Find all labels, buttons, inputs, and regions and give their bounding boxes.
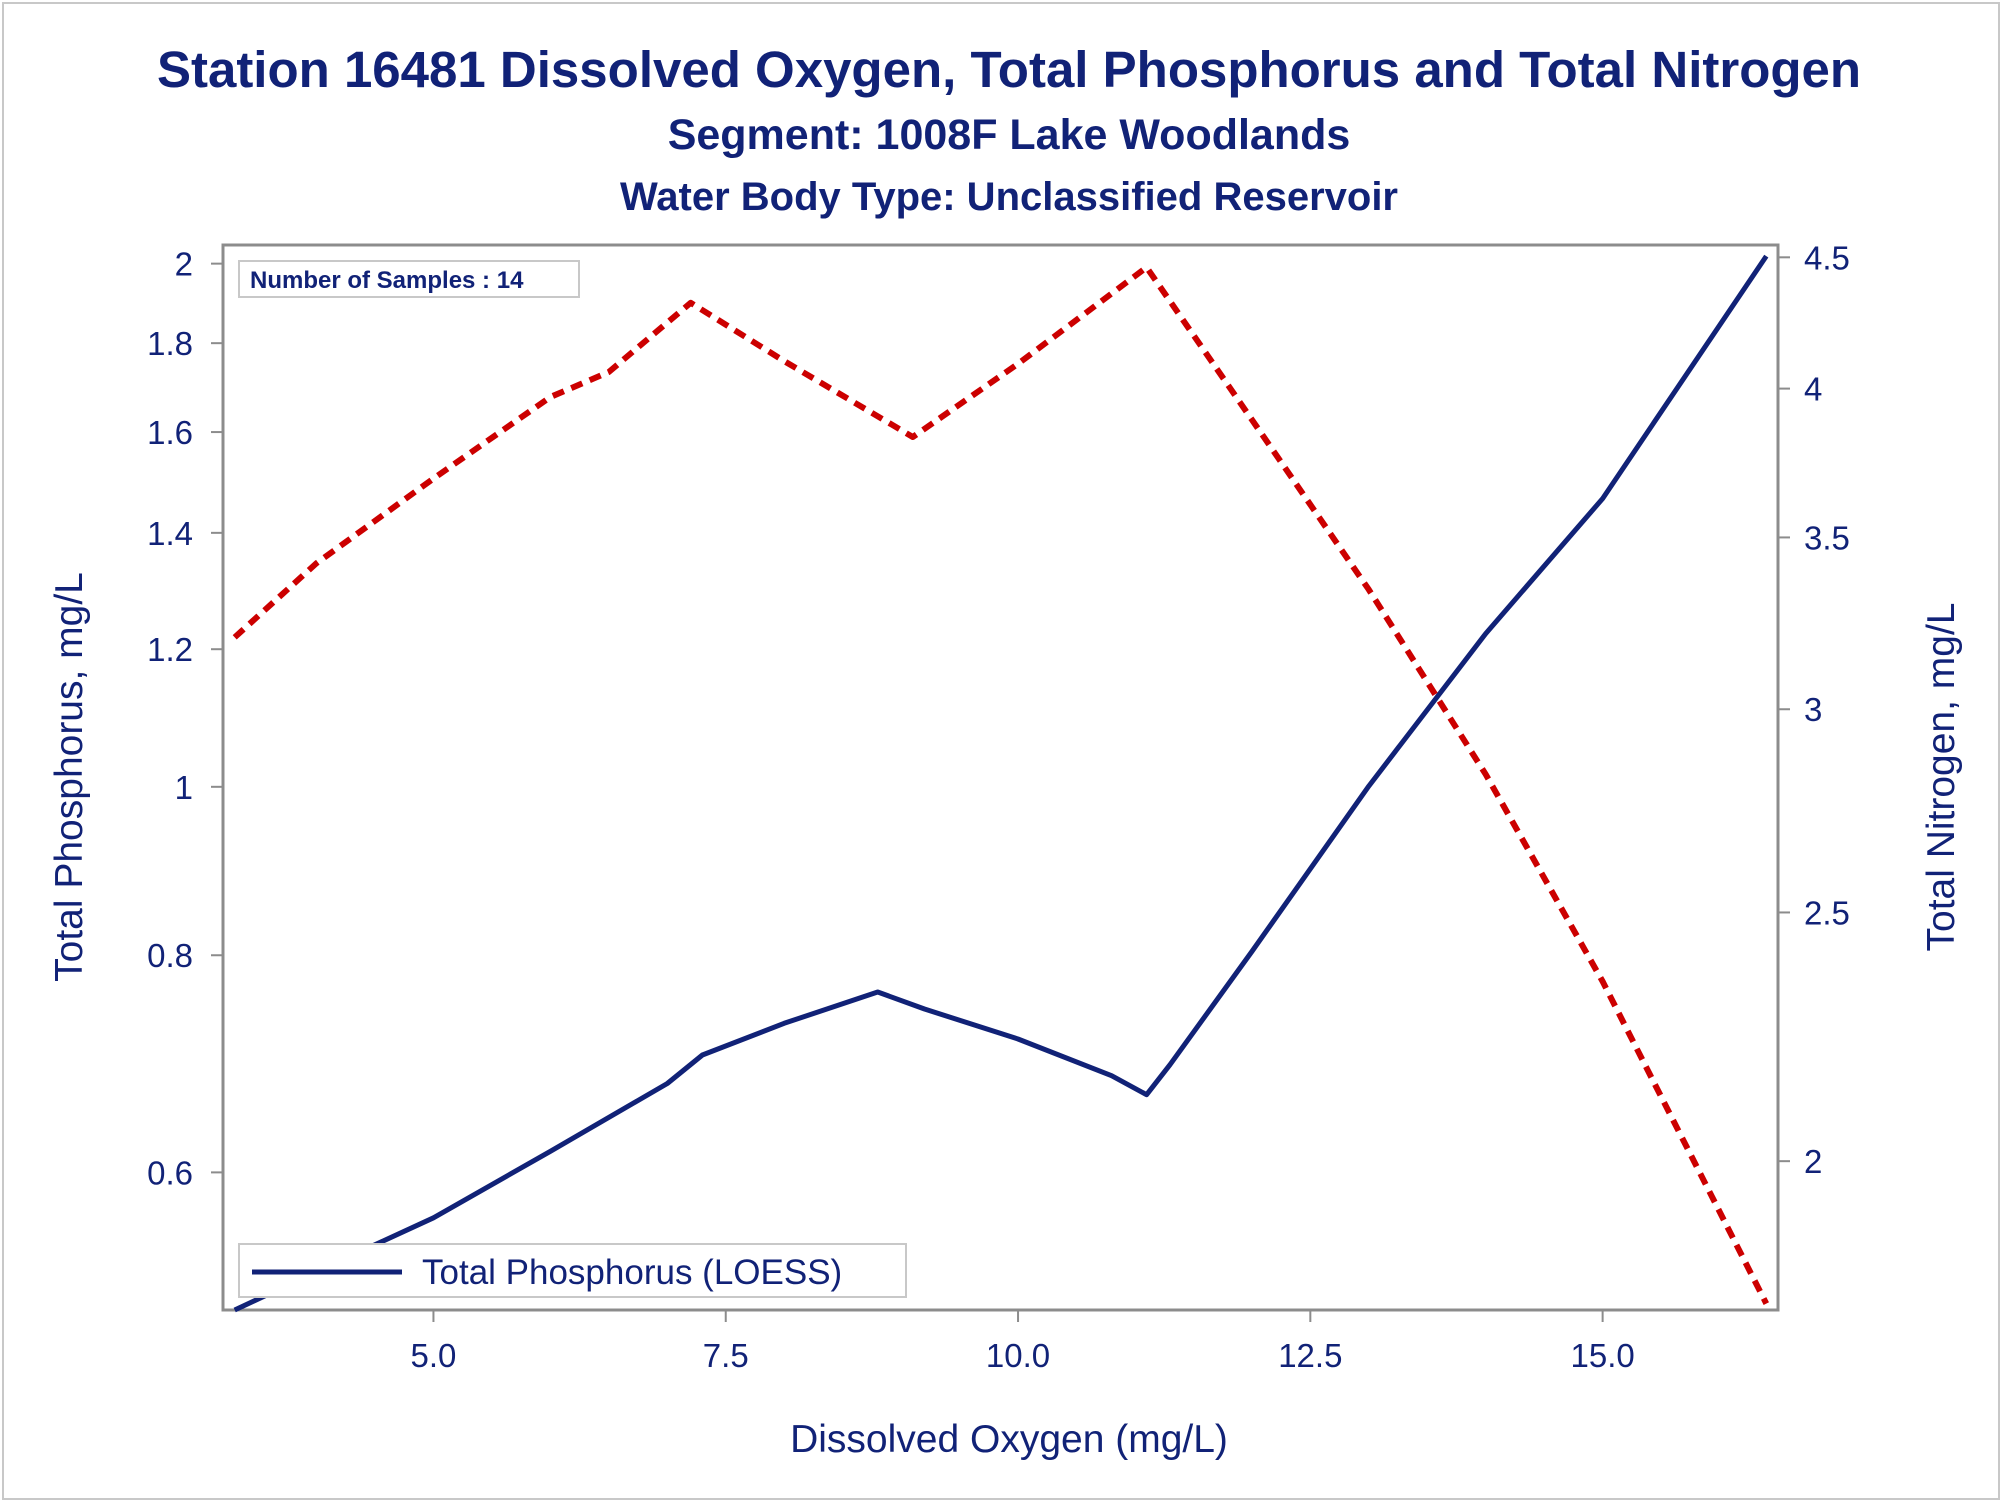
- x-axis-ticks: 5.0 7.5 10.0 12.5 15.0: [411, 1310, 1635, 1374]
- x-tick-label: 10.0: [986, 1337, 1050, 1374]
- y-tick-label: 1.4: [147, 515, 193, 552]
- y-axis-ticks: 0.6 0.8 1 1.2 1.4 1.6 1.8 2: [147, 246, 223, 1191]
- legend: Total Phosphorus (LOESS): [238, 1243, 907, 1298]
- series-layer: [232, 254, 1769, 1313]
- y2-axis-ticks: 2 2.5 3 3.5 4 4.5: [1778, 239, 1850, 1180]
- chart-title: Station 16481 Dissolved Oxygen, Total Ph…: [157, 41, 1861, 98]
- x-tick-label: 12.5: [1278, 1337, 1342, 1374]
- y2-tick-label: 2: [1804, 1143, 1822, 1180]
- y-axis-label: Total Phosphorus, mg/L: [48, 572, 91, 982]
- y2-tick-label: 3: [1804, 691, 1822, 728]
- y2-tick-label: 4.5: [1804, 239, 1850, 276]
- x-axis-label: Dissolved Oxygen (mg/L): [790, 1418, 1228, 1461]
- y2-tick-label: 2.5: [1804, 894, 1850, 931]
- series-line-total-nitrogen: [232, 264, 1769, 1305]
- y-tick-label: 0.8: [147, 937, 193, 974]
- plot-area: [221, 243, 1780, 1312]
- y-tick-label: 1: [175, 769, 193, 806]
- y-tick-label: 1.2: [147, 631, 193, 668]
- legend-label-total-phosphorus: Total Phosphorus (LOESS): [422, 1253, 842, 1292]
- x-tick-label: 15.0: [1571, 1337, 1635, 1374]
- y-tick-label: 1.8: [147, 325, 193, 362]
- y-tick-label: 2: [175, 246, 193, 283]
- y-tick-label: 1.6: [147, 414, 193, 451]
- y2-axis-label: Total Nitrogen, mg/L: [1920, 602, 1963, 951]
- y-tick-label: 0.6: [147, 1154, 193, 1191]
- chart-subtitle: Segment: 1008F Lake Woodlands: [668, 111, 1351, 159]
- y2-tick-label: 3.5: [1804, 519, 1850, 556]
- x-tick-label: 7.5: [703, 1337, 749, 1374]
- sample-count-text: Number of Samples : 14: [250, 267, 524, 294]
- chart: Station 16481 Dissolved Oxygen, Total Ph…: [48, 41, 1963, 1461]
- chart-subtitle-2: Water Body Type: Unclassified Reservoir: [620, 175, 1398, 219]
- x-tick-label: 5.0: [411, 1337, 457, 1374]
- sample-count-box: [238, 260, 580, 298]
- series-line-total-phosphorus: [233, 254, 1769, 1313]
- y2-tick-label: 4: [1804, 371, 1822, 408]
